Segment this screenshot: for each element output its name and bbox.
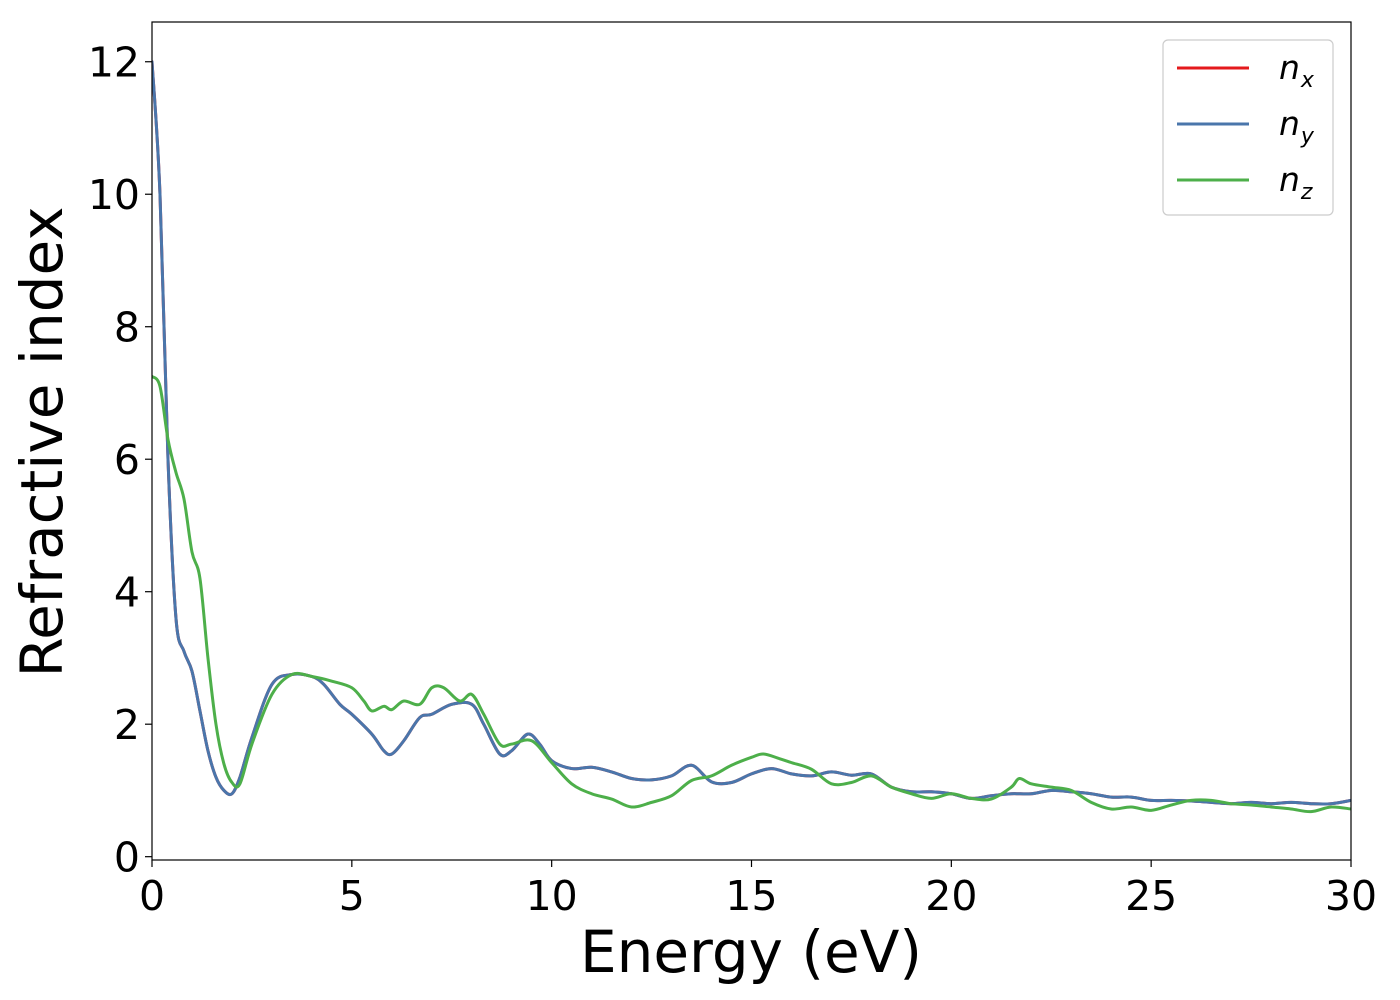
x-tick-label: 30 xyxy=(1325,872,1377,920)
y-tick-label: 4 xyxy=(114,569,140,617)
x-tick-label: 25 xyxy=(1125,872,1177,920)
y-tick-label: 8 xyxy=(114,304,140,352)
y-tick-label: 10 xyxy=(88,171,140,219)
x-tick-label: 10 xyxy=(526,872,578,920)
legend-box xyxy=(1162,39,1334,216)
y-tick-label: 6 xyxy=(114,436,140,484)
ticks: 0 5 10 15 20 25 30 0 2 4 6 8 10 12 xyxy=(88,39,1377,920)
legend-label-z: nz xyxy=(1279,160,1313,205)
y-tick-label: 0 xyxy=(114,834,140,882)
x-axis-title: Energy (eV) xyxy=(580,918,922,986)
series-line-z xyxy=(152,374,1351,814)
legend: nx ny nz xyxy=(1162,39,1334,216)
legend-label-x: nx xyxy=(1279,48,1315,93)
y-tick-label: 12 xyxy=(88,39,140,87)
series-lines xyxy=(152,60,1351,814)
legend-label-y: ny xyxy=(1279,104,1315,149)
x-tick-label: 15 xyxy=(725,872,777,920)
y-axis-title: Refractive index xyxy=(8,206,76,677)
x-tick-label: 0 xyxy=(139,872,165,920)
y-tick-label: 2 xyxy=(114,701,140,749)
x-tick-label: 5 xyxy=(339,872,365,920)
x-tick-label: 20 xyxy=(925,872,977,920)
